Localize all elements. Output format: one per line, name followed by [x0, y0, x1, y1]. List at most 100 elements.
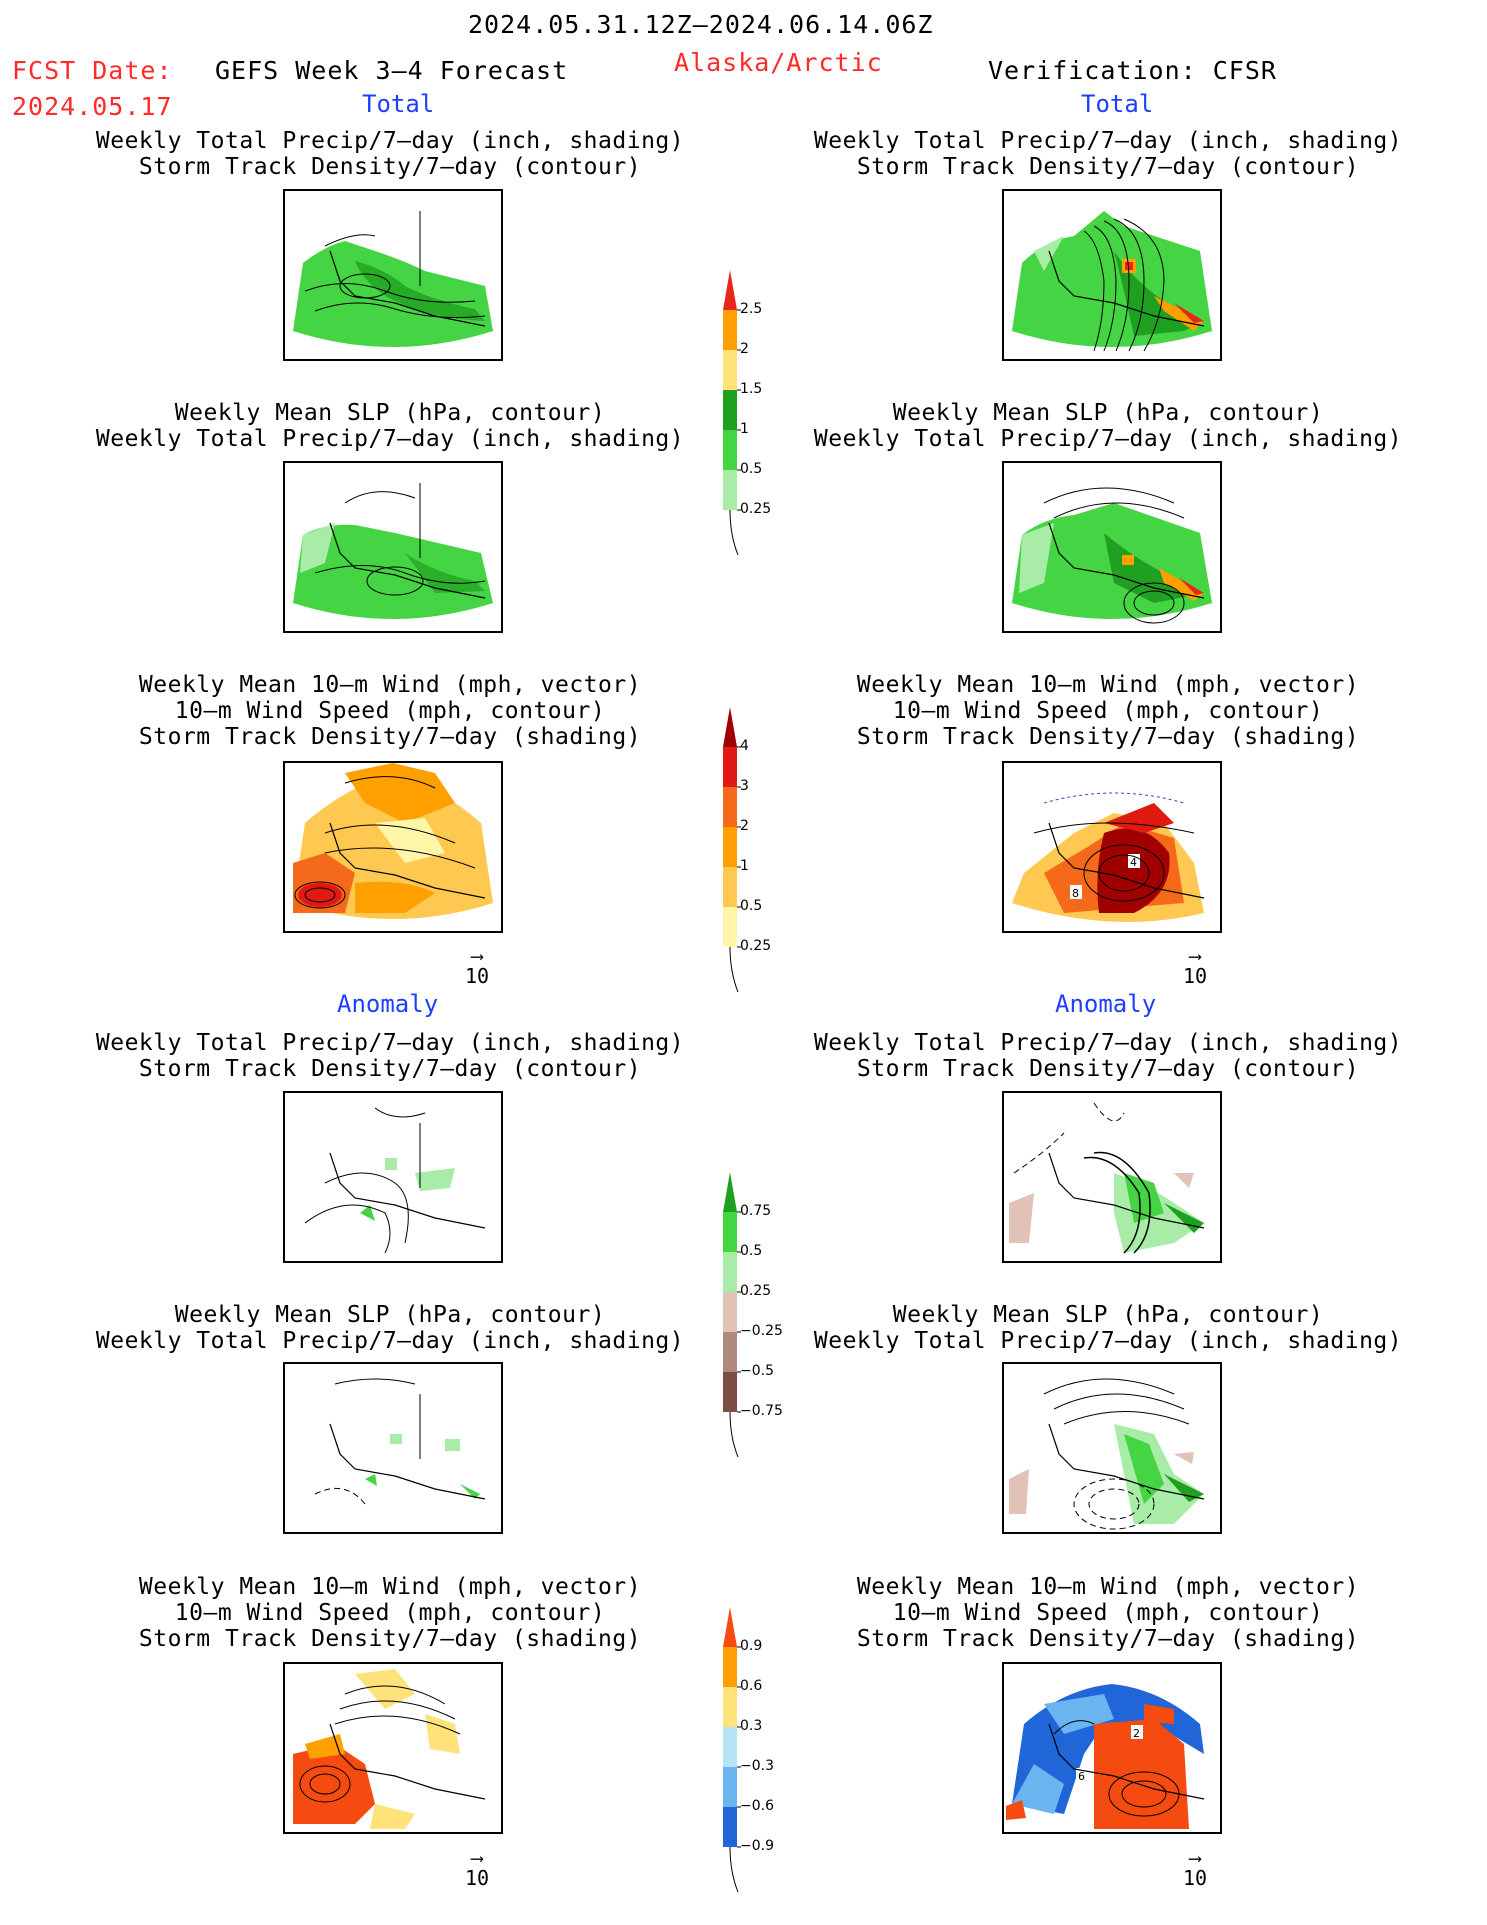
colorbar-band [723, 430, 737, 470]
vector-scale-obs-total: ⟶ 10 [1183, 946, 1208, 989]
colorbar-label: 2 [740, 341, 749, 357]
title-precip-track-obs-anom: Weekly Total Precip/7–day (inch, shading… [813, 1030, 1403, 1082]
colorbar-label: −0.9 [740, 1838, 774, 1854]
colorbar-band [723, 350, 737, 390]
colorbar-label: −0.25 [740, 1323, 783, 1339]
title-slp-precip-obs-anom: Weekly Mean SLP (hPa, contour) Weekly To… [813, 1302, 1403, 1354]
colorbar-band [723, 1252, 737, 1292]
map-precip-track-obs-anom [1002, 1091, 1222, 1263]
title-precip-track-fcst-anom: Weekly Total Precip/7–day (inch, shading… [95, 1030, 685, 1082]
colorbar-band [723, 747, 737, 787]
colorbar-band [723, 470, 737, 510]
colorbar-tail [729, 1846, 739, 1893]
colorbar-label: 2 [740, 818, 749, 834]
colorbar-label: 1 [740, 421, 749, 437]
section-anomaly-right: Anomaly [1055, 990, 1157, 1018]
map-slp-precip-fcst-anom [283, 1362, 503, 1534]
arrow-right-icon: ⟶ [471, 946, 483, 967]
fcst-date-value: 2024.05.17 [12, 92, 173, 121]
colorbar-swatches [723, 270, 741, 556]
map-wind-track-obs: 4 8 [1002, 761, 1222, 933]
colorbar-swatches [723, 1172, 741, 1458]
section-total-left: Total [362, 90, 435, 118]
colorbar-label: 3 [740, 778, 749, 794]
colorbar-band [723, 1647, 737, 1687]
title-precip-track-fcst: Weekly Total Precip/7–day (inch, shading… [95, 128, 685, 180]
colorbar-label: −0.6 [740, 1798, 774, 1814]
vector-scale-fcst-anom: ⟶ 10 [465, 1848, 490, 1891]
colorbar-label: 0.3 [740, 1718, 763, 1734]
map-precip-track-fcst [283, 189, 503, 361]
vector-scale-fcst-total: ⟶ 10 [465, 946, 490, 989]
arrow-right-icon: ⟶ [471, 1848, 483, 1869]
fcst-date-label: FCST Date: [12, 56, 173, 85]
colorbar-label: 0.75 [740, 1203, 772, 1219]
map-slp-precip-fcst [283, 461, 503, 633]
colorbar-label: 0.25 [740, 938, 772, 954]
title-slp-precip-fcst-anom: Weekly Mean SLP (hPa, contour) Weekly To… [95, 1302, 685, 1354]
colorbar-tail [729, 1411, 739, 1458]
map-wind-track-fcst [283, 761, 503, 933]
colorbar-band [723, 1332, 737, 1372]
map-slp-precip-obs-anom [1002, 1362, 1222, 1534]
model-title: GEFS Week 3–4 Forecast [215, 56, 569, 85]
colorbar-band [723, 1212, 737, 1252]
colorbar-label: 0.9 [740, 1638, 763, 1654]
colorbar-label: −0.3 [740, 1758, 774, 1774]
map-wind-track-fcst-anom [283, 1662, 503, 1834]
map-precip-track-fcst-anom [283, 1091, 503, 1263]
vector-scale-obs-anom: ⟶ 10 [1183, 1848, 1208, 1891]
colorbar-band [723, 1807, 737, 1847]
colorbar-label: 0.25 [740, 1283, 772, 1299]
colorbar-band [723, 1727, 737, 1767]
colorbar-label: 2.5 [740, 301, 763, 317]
colorbar-swatches [723, 707, 741, 993]
colorbar-band [723, 1687, 737, 1727]
colorbar-band [723, 390, 737, 430]
title-wind-track-obs-anom: Weekly Mean 10–m Wind (mph, vector) 10–m… [856, 1574, 1360, 1652]
colorbar-band [723, 1292, 737, 1332]
title-slp-precip-obs: Weekly Mean SLP (hPa, contour) Weekly To… [813, 400, 1403, 452]
verification-title: Verification: CFSR [988, 56, 1277, 85]
map-wind-track-obs-anom: 2 6 [1002, 1662, 1222, 1834]
contour-label-4: 4 [1130, 856, 1137, 869]
title-wind-track-fcst: Weekly Mean 10–m Wind (mph, vector) 10–m… [138, 672, 642, 750]
map-slp-precip-obs [1002, 461, 1222, 633]
section-total-right: Total [1081, 90, 1154, 118]
colorbar-label: 0.5 [740, 898, 763, 914]
colorbar-label: 4 [740, 738, 749, 754]
contour-label-8: 8 [1072, 887, 1079, 900]
colorbar-label: 0.25 [740, 501, 772, 517]
colorbar-band [723, 1767, 737, 1807]
colorbar-band [723, 1372, 737, 1412]
title-precip-track-obs: Weekly Total Precip/7–day (inch, shading… [813, 128, 1403, 180]
colorbar-band [723, 787, 737, 827]
colorbar-label: 1 [740, 858, 749, 874]
colorbar-label: 0.5 [740, 461, 763, 477]
map-precip-track-obs [1002, 189, 1222, 361]
colorbar-band [723, 707, 737, 747]
colorbar-band [723, 270, 737, 310]
colorbar-swatches [723, 1607, 741, 1893]
colorbar-label: 0.5 [740, 1243, 763, 1259]
colorbar-band [723, 907, 737, 947]
colorbar-band [723, 1172, 737, 1212]
colorbar-band [723, 867, 737, 907]
colorbar-tail [729, 509, 739, 556]
colorbar-band [723, 1607, 737, 1647]
colorbar-track-anom: 0.9 0.6 0.3 −0.3 −0.6 −0.9 [722, 1607, 802, 1893]
period-title: 2024.05.31.12Z–2024.06.14.06Z [468, 10, 934, 39]
arrow-right-icon: ⟶ [1189, 1848, 1201, 1869]
region-title: Alaska/Arctic [674, 48, 883, 77]
contour-label-6: 6 [1078, 1770, 1085, 1783]
colorbar-label: 1.5 [740, 381, 763, 397]
colorbar-track-total: 4 3 2 1 0.5 0.25 [722, 707, 802, 993]
colorbar-label: −0.5 [740, 1363, 774, 1379]
colorbar-tail [729, 946, 739, 993]
colorbar-label: 0.6 [740, 1678, 763, 1694]
colorbar-band [723, 827, 737, 867]
title-wind-track-fcst-anom: Weekly Mean 10–m Wind (mph, vector) 10–m… [138, 1574, 642, 1652]
colorbar-label: −0.75 [740, 1403, 783, 1419]
contour-label-2: 2 [1133, 1727, 1140, 1740]
section-anomaly-left: Anomaly [337, 990, 439, 1018]
